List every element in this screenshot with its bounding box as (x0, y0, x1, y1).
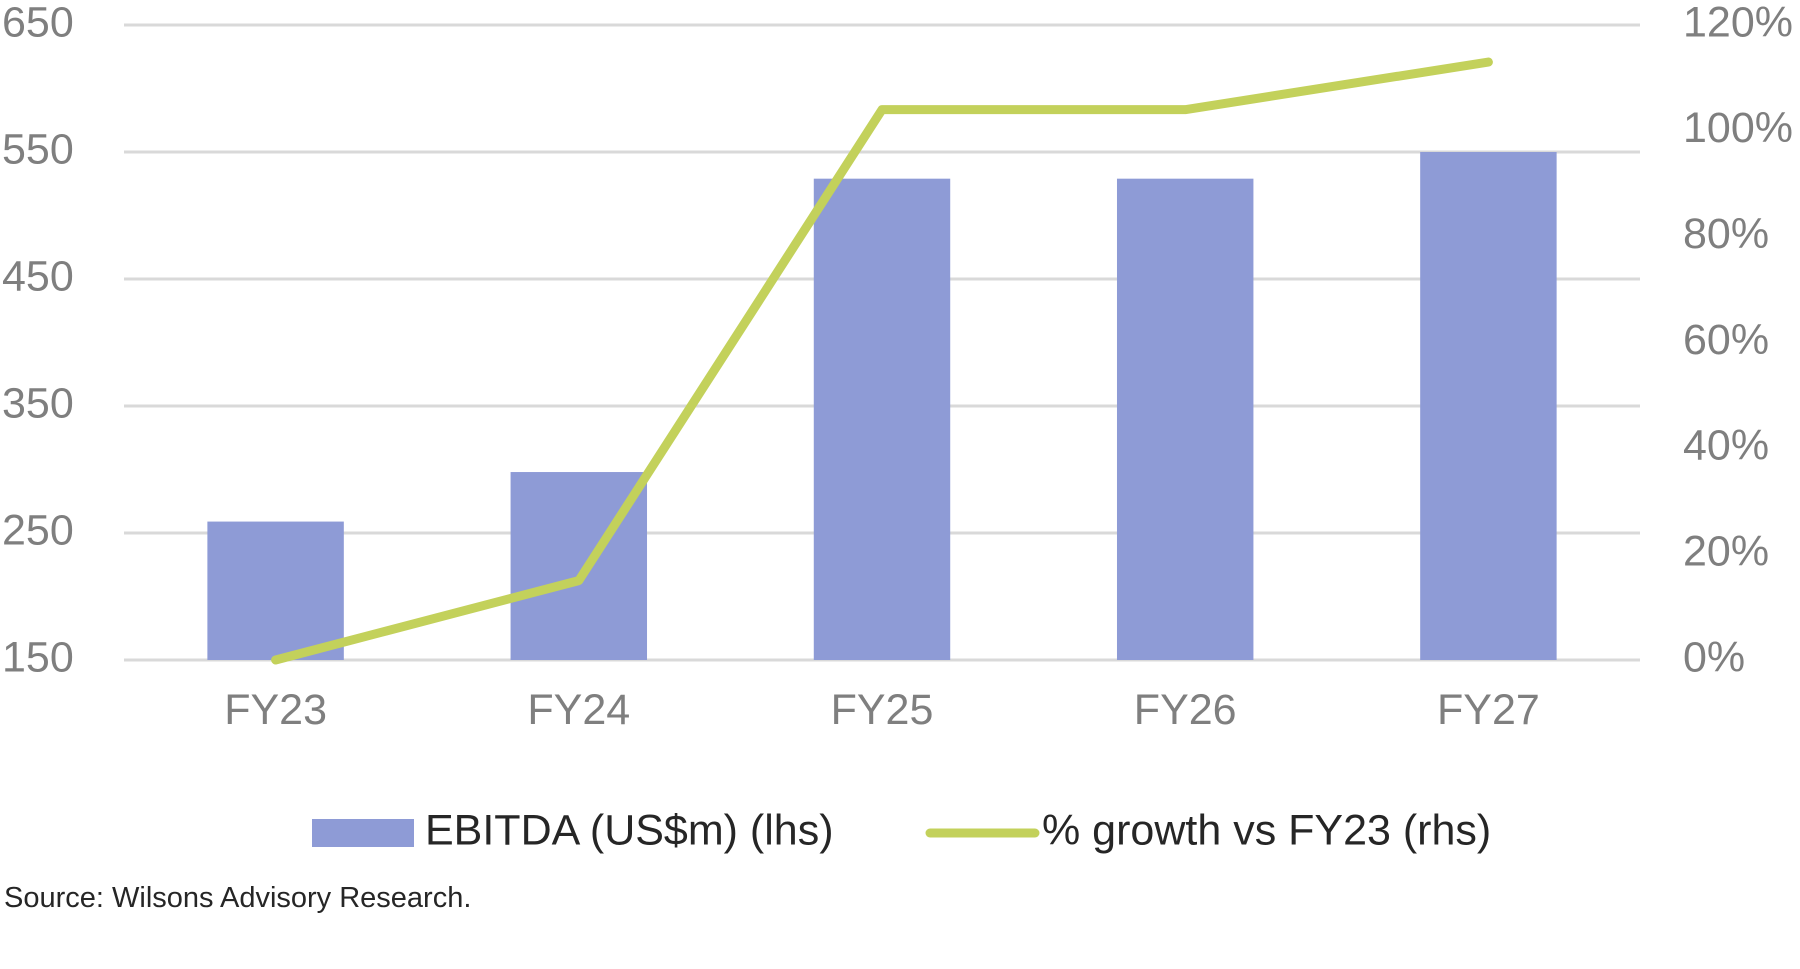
legend: EBITDA (US$m) (lhs) % growth vs FY23 (rhs… (312, 806, 1491, 854)
left-axis-tick-label: 550 (2, 125, 74, 173)
legend-label-ebitda: EBITDA (US$m) (lhs) (425, 806, 834, 854)
growth-point-fy25 (881, 109, 883, 111)
right-axis-tick-label: 80% (1683, 210, 1769, 258)
legend-label-growth: % growth vs FY23 (rhs) (1042, 806, 1491, 854)
right-axis-tick-label: 60% (1683, 316, 1769, 364)
growth-point-fy24 (578, 580, 580, 582)
category-label: FY26 (1134, 686, 1237, 734)
growth-point-fy26 (1184, 109, 1186, 111)
legend-bar-swatch (312, 819, 414, 847)
right-axis-tick-label: 40% (1683, 422, 1769, 470)
right-axis-tick-label: 100% (1683, 104, 1793, 152)
left-axis-tick-label: 350 (2, 379, 74, 427)
category-label: FY25 (831, 686, 934, 734)
right-axis-tick-label: 0% (1683, 633, 1745, 681)
growth-point-fy23 (275, 659, 277, 661)
line-series (271, 57, 1493, 665)
category-label: FY23 (224, 686, 327, 734)
growth-point-fy27 (1487, 61, 1489, 63)
left-axis-tick-label: 650 (2, 0, 74, 46)
bar-fy26 (1116, 178, 1254, 661)
right-axis-tick-label: 120% (1683, 0, 1793, 46)
bar-fy27 (1420, 152, 1557, 660)
category-label: FY27 (1437, 686, 1540, 734)
right-axis-tick-label: 20% (1683, 528, 1769, 576)
bar-fy25 (813, 178, 951, 661)
bar-fy23 (207, 521, 344, 660)
axes: 150 250 350 450 550 650 0% 20% 40% 60% 80% 100% 120%… (2, 0, 1793, 734)
category-label: FY24 (527, 686, 630, 734)
source-note: Source: Wilsons Advisory Research. (4, 882, 472, 914)
left-axis-tick-label: 250 (2, 506, 74, 554)
left-axis-tick-label: 450 (2, 252, 74, 300)
left-axis-tick-label: 150 (2, 633, 74, 681)
